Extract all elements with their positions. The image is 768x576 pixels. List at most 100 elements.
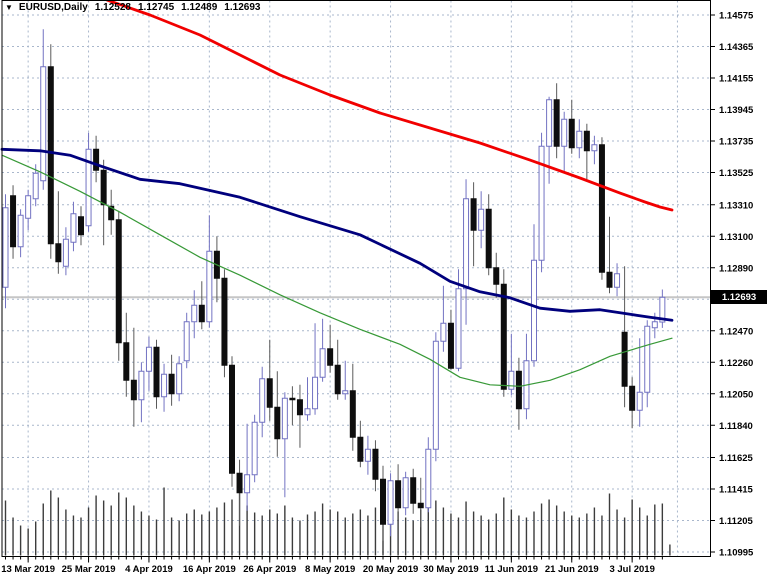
candle-down [93,148,100,171]
candle-down [417,502,424,509]
candle-down [349,390,356,438]
candle-down [236,472,243,494]
candle-up [183,321,190,362]
current-price-tag: 1.12693 [711,290,767,304]
candle-up [281,397,288,440]
candle-up [70,213,77,243]
plot-border [1,0,711,557]
x-axis-label: 11 Jun 2019 [485,564,538,575]
candle-up [138,370,145,401]
candle-down [395,480,402,509]
y-axis-label: 1.14575 [719,11,754,22]
candle-up [546,99,553,147]
x-axis-label: 16 Apr 2019 [183,564,236,575]
candle-up [62,238,69,267]
y-axis-label: 1.11840 [719,421,753,432]
x-axis-label: 4 Apr 2019 [125,564,173,575]
candle-up [312,376,319,410]
x-axis-label: 3 Jul 2019 [609,564,654,575]
candle-up [561,118,568,147]
candle-up [251,421,258,476]
candle-up [440,322,447,342]
candle-up [2,207,9,288]
candle-down [198,304,205,323]
y-axis-label: 1.11205 [719,516,754,527]
candle-down [500,283,507,390]
candle-up [206,250,213,323]
candle-down [221,277,228,366]
symbol-dropdown-icon[interactable]: ▼ [5,2,13,12]
candle-down [289,397,296,401]
candle-down [153,346,160,398]
y-axis-label: 1.14365 [719,42,754,53]
candle-up [25,195,32,219]
x-axis-label: 21 Jun 2019 [545,564,599,575]
candle-down [553,99,560,147]
y-axis-label: 1.13945 [719,105,754,116]
candle-up [259,378,266,423]
candle-up [478,208,485,231]
y-axis-label: 1.13310 [719,200,753,211]
candle-down [115,219,122,344]
candle-up [508,370,515,390]
y-axis-label: 1.13100 [719,232,753,243]
candle-down [296,399,303,416]
candle-up [402,477,409,509]
candle-up [387,480,394,525]
quote-close: 1.12693 [224,2,261,13]
candle-down [334,364,341,395]
candle-up [576,130,583,149]
x-axis-label: 25 Mar 2019 [62,564,116,575]
candle-down [327,348,334,366]
y-axis-label: 1.12260 [719,358,753,369]
x-axis-label: 30 May 2019 [423,564,478,575]
quote-low: 1.12489 [181,2,218,13]
candle-up [304,408,311,416]
candle-up [644,325,651,393]
current-price-value: 1.12693 [721,291,757,303]
candle-down [598,144,605,273]
candle-up [176,363,183,395]
x-axis-label: 20 May 2019 [363,564,418,575]
candle-up [614,273,621,288]
ma-red [105,0,674,212]
candle-up [538,145,545,261]
candle-down [10,195,17,248]
ma-blue [0,147,674,322]
candle-down [410,477,417,504]
candle-down [47,66,54,245]
candle-down [606,271,613,288]
y-axis-label: 1.11625 [719,453,754,464]
candle-down [266,378,273,408]
candle-down [229,364,235,474]
candle-down [568,118,575,149]
candle-up [85,148,92,227]
y-axis-label: 1.12470 [719,326,753,337]
candle-down [357,436,364,462]
quote-open: 1.12528 [94,2,131,13]
y-axis-label: 1.13735 [719,137,754,148]
candle-down [470,198,477,231]
ma-green [1,154,673,387]
candle-down [447,322,454,369]
candle-down [485,208,492,269]
candle-down [168,373,175,395]
candle-up [364,448,371,462]
x-axis-label: 26 Apr 2019 [243,564,296,575]
candle-down [100,169,107,206]
quote-high: 1.12745 [137,2,175,13]
symbol-period-label: EURUSD,Daily [18,2,88,13]
candle-up [32,172,39,200]
y-axis-label: 1.12050 [719,389,753,400]
candle-down [123,342,130,381]
candle-up [591,144,598,152]
candle-up [319,348,326,378]
candle-down [108,205,115,221]
candle-up [531,259,537,362]
candle-up [161,373,168,398]
x-axis-label: 13 Mar 2019 [1,564,55,575]
candle-up [636,391,643,411]
candle-up [342,390,349,395]
candle-up [651,321,658,329]
